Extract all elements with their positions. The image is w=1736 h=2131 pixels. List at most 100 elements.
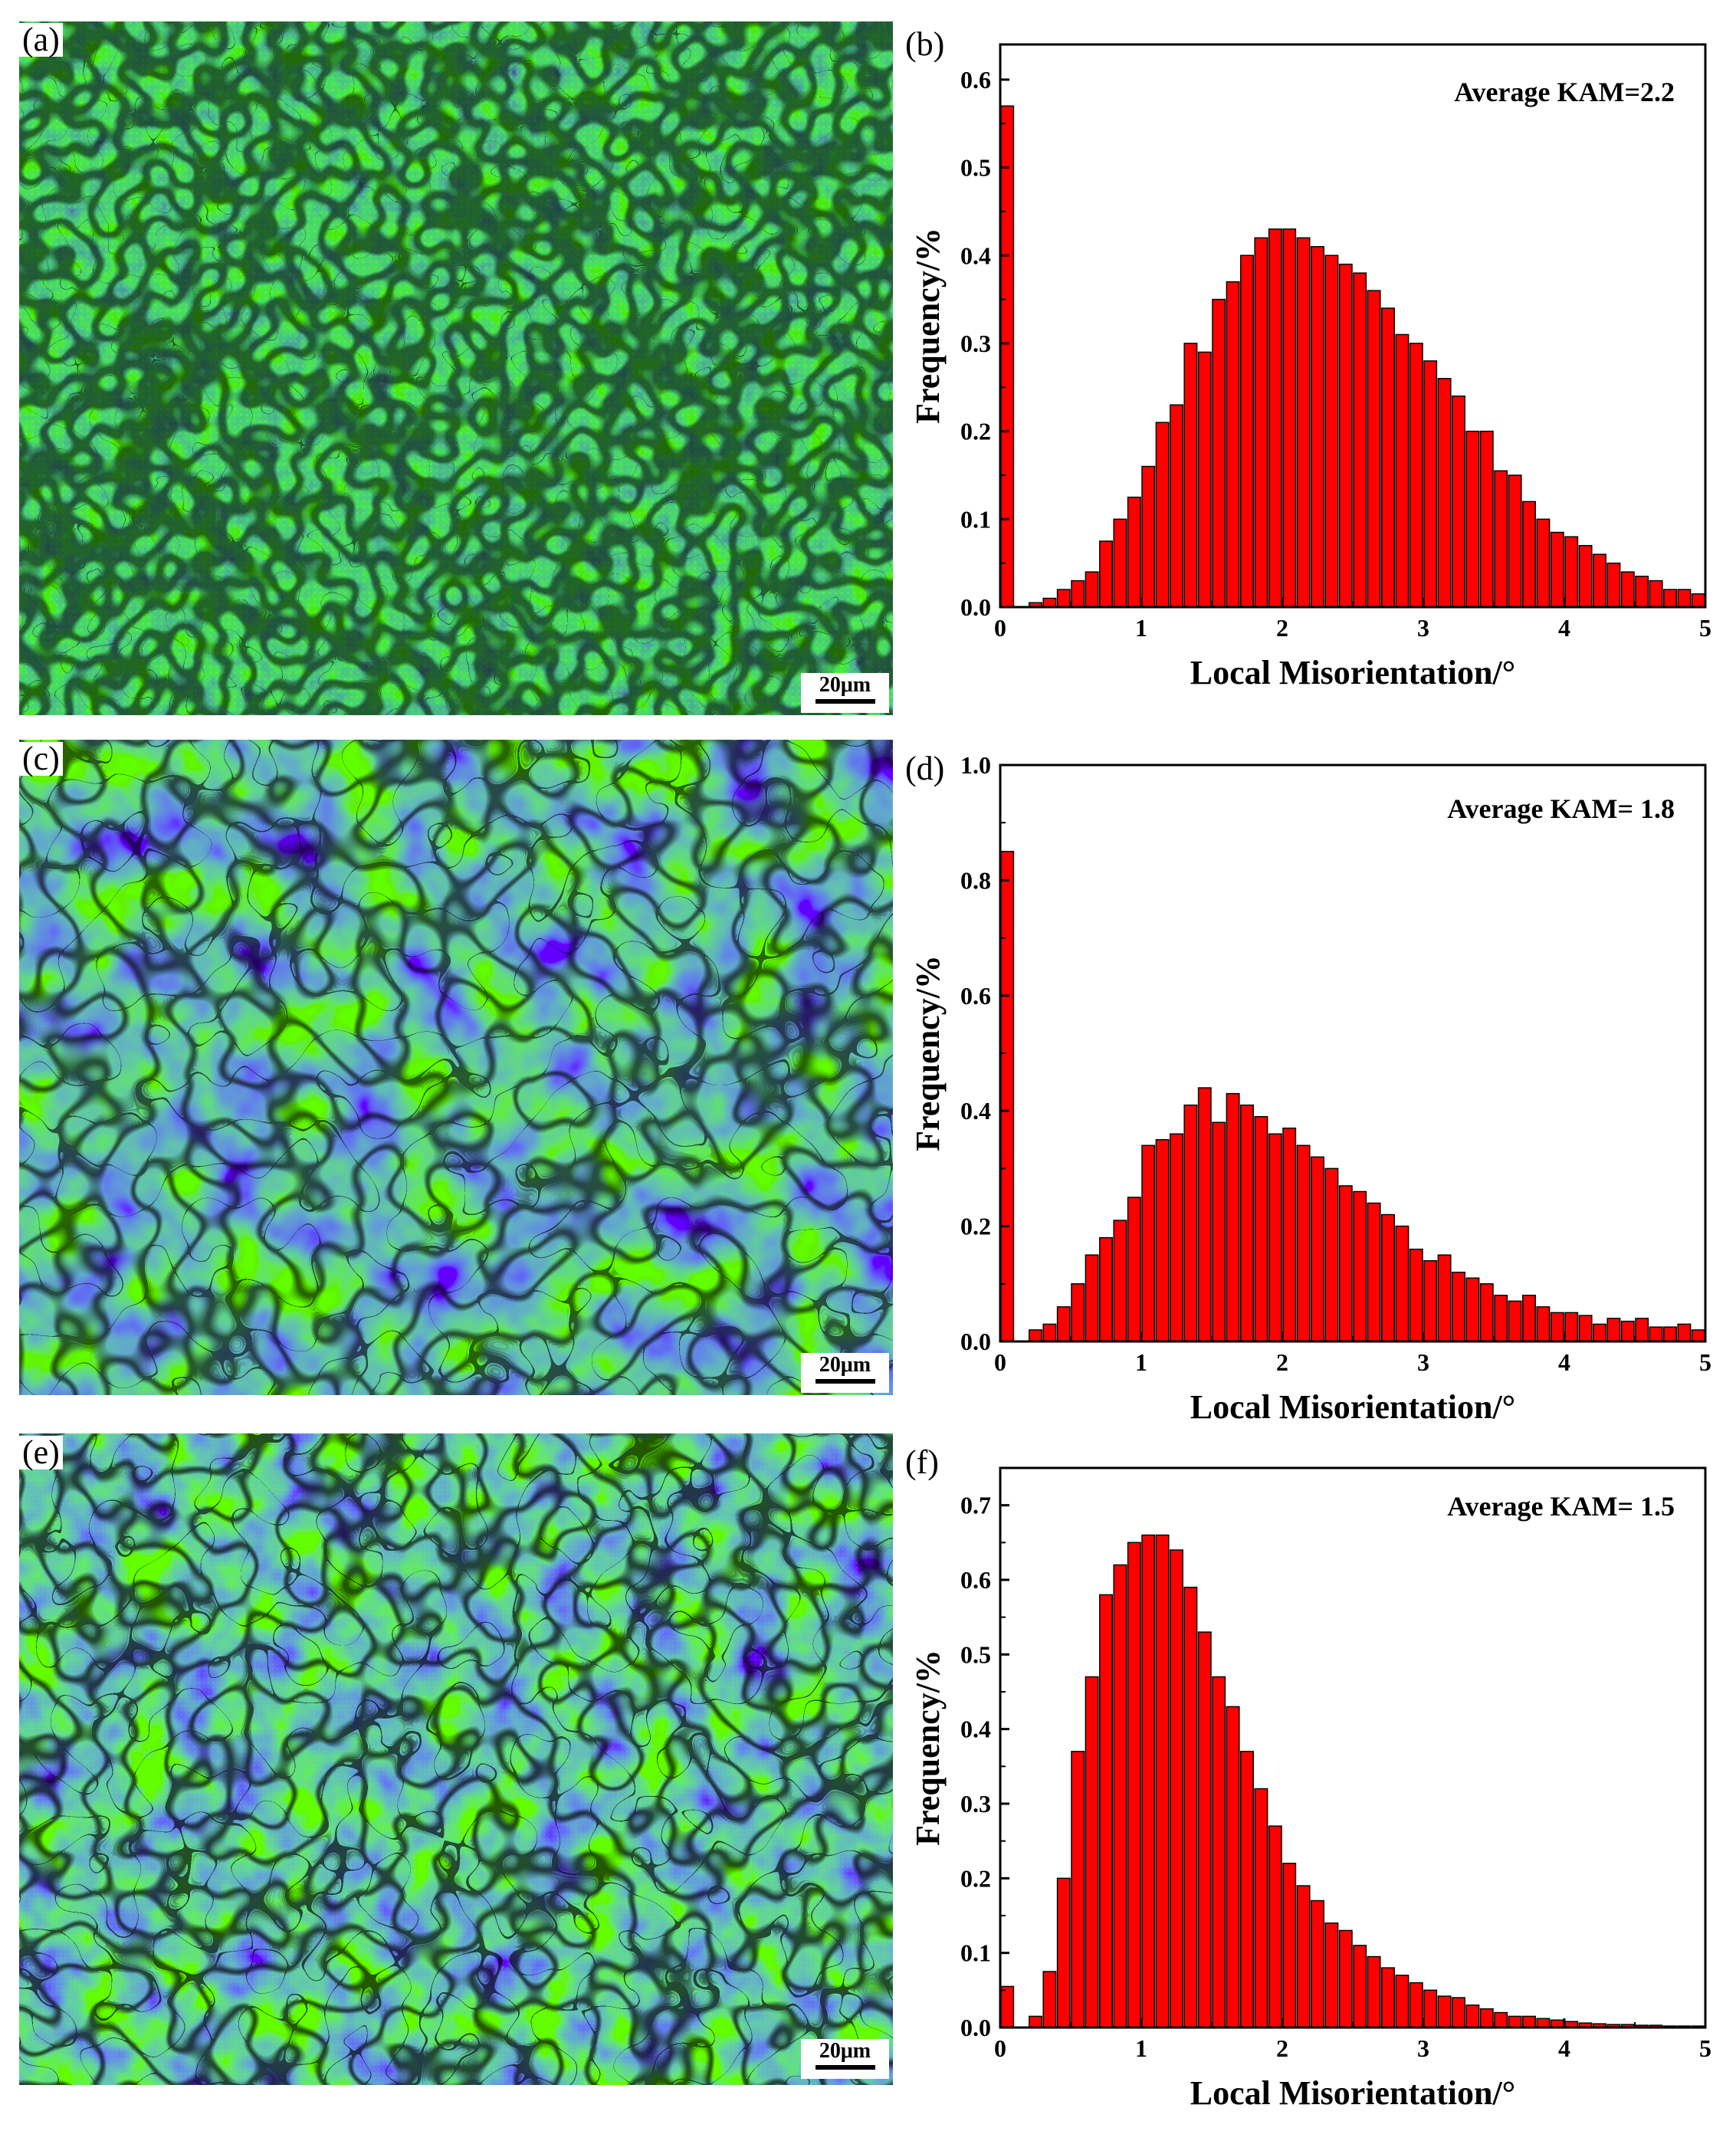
x-tick-label: 4 bbox=[1558, 1348, 1570, 1376]
x-tick-label: 3 bbox=[1417, 2034, 1429, 2062]
kam-map-c bbox=[19, 740, 893, 1395]
histogram-bar bbox=[1183, 1586, 1198, 2028]
histogram-bar bbox=[1367, 290, 1381, 608]
histogram-bar bbox=[1155, 1139, 1170, 1342]
histogram-bar bbox=[1296, 237, 1311, 608]
x-tick-label: 1 bbox=[1135, 1348, 1147, 1376]
histogram-bar bbox=[1465, 430, 1480, 608]
histogram-bar bbox=[1268, 1133, 1282, 1342]
histogram-bar bbox=[1071, 1283, 1085, 1342]
histogram-bar bbox=[1324, 254, 1339, 608]
histogram-bar bbox=[1536, 1306, 1551, 1342]
panel-label-f: (f) bbox=[905, 1443, 939, 1481]
y-tick-label: 0.0 bbox=[960, 2014, 991, 2041]
histogram-bar bbox=[1663, 1326, 1677, 1342]
histogram-bar bbox=[1691, 593, 1705, 608]
histogram-bar bbox=[1197, 1631, 1212, 2028]
scale-bar-line-c bbox=[815, 1379, 875, 1384]
histogram-bar bbox=[1212, 298, 1226, 608]
histogram-bar bbox=[1452, 1272, 1465, 1342]
histogram-bar bbox=[1127, 1542, 1141, 2028]
histogram-bar bbox=[1296, 1144, 1311, 1342]
x-tick-label: 3 bbox=[1417, 1348, 1429, 1376]
y-tick-label: 1.0 bbox=[960, 751, 991, 779]
histogram-bar bbox=[1423, 1989, 1438, 2028]
histogram-bar bbox=[1282, 228, 1297, 608]
histogram-bar bbox=[1578, 544, 1593, 608]
histogram-bar bbox=[1452, 396, 1465, 608]
x-tick-label: 0 bbox=[994, 1348, 1006, 1376]
histogram-bar bbox=[1564, 1312, 1579, 1342]
histogram-bar bbox=[1367, 1955, 1381, 2028]
histogram-bar bbox=[1099, 1236, 1113, 1342]
histogram-bar bbox=[1113, 518, 1127, 608]
histogram-bar bbox=[1395, 1225, 1409, 1342]
scale-bar-e: 20μm bbox=[801, 2039, 889, 2079]
histogram-bar bbox=[1338, 1185, 1353, 1342]
histogram-bar bbox=[1409, 1248, 1423, 1342]
chart-b: (b) 0 1 2 3 4 5 0.0 0.1 0.2 0.3 0.4 0.5 0.6 Average KA… bbox=[901, 23, 1728, 736]
x-tick-label: 1 bbox=[1135, 614, 1147, 642]
y-tick-label: 0.6 bbox=[960, 66, 991, 94]
y-tick-label: 0.3 bbox=[960, 330, 991, 357]
scale-bar-c: 20μm bbox=[801, 1353, 889, 1393]
histogram-bar bbox=[1606, 1318, 1621, 1342]
histogram-bar bbox=[1423, 1259, 1438, 1342]
x-axis-label: Local Misorientation/° bbox=[1190, 654, 1516, 691]
histogram-bar bbox=[1677, 589, 1692, 608]
chart-b-svg: (b) 0 1 2 3 4 5 0.0 0.1 0.2 0.3 0.4 0.5 0.6 Average KA… bbox=[905, 25, 1711, 691]
histogram-bar bbox=[1508, 474, 1522, 608]
histogram-bar bbox=[1141, 1144, 1156, 1342]
histogram-bar bbox=[1085, 1676, 1099, 2028]
histogram-bar bbox=[1141, 1534, 1156, 2028]
histogram-bar bbox=[1282, 1863, 1297, 2028]
histogram-bar bbox=[1141, 465, 1156, 608]
histogram-bar bbox=[1197, 1087, 1212, 1342]
panel-label-e: (e) bbox=[19, 1436, 63, 1469]
histogram-bar bbox=[1056, 589, 1071, 608]
histogram-bar bbox=[1212, 1121, 1226, 1342]
histogram-bar bbox=[1353, 1945, 1367, 2028]
y-tick-label: 0.3 bbox=[960, 1790, 991, 1817]
y-tick-label: 0.0 bbox=[960, 593, 991, 621]
y-axis-label: Frequency/% bbox=[909, 1650, 947, 1846]
histogram-bar bbox=[1620, 571, 1635, 608]
histogram-bar bbox=[1282, 1128, 1297, 1342]
chart-f-svg: (f) 0 1 2 3 4 5 0.0 0.1 0.2 0.3 0.4 0.5 0.6 0.7 Average… bbox=[905, 1443, 1711, 2112]
histogram-bar bbox=[1338, 1929, 1353, 2028]
histogram-bar bbox=[1494, 470, 1508, 608]
histogram-bar bbox=[1029, 1329, 1042, 1342]
histogram-bar bbox=[1071, 580, 1085, 608]
histogram-bar bbox=[1155, 422, 1170, 608]
histogram-bar bbox=[1113, 1220, 1127, 1342]
panel-label-d: (d) bbox=[905, 750, 944, 787]
histogram-bar bbox=[1226, 1706, 1240, 2028]
y-tick-label: 0.6 bbox=[960, 982, 991, 1010]
y-tick-label: 0.2 bbox=[960, 1213, 991, 1240]
histogram-bar bbox=[1663, 589, 1677, 608]
y-tick-label: 0.4 bbox=[960, 1097, 991, 1125]
histogram-bar bbox=[1550, 531, 1564, 608]
y-tick-label: 0.5 bbox=[960, 154, 991, 182]
y-tick-label: 0.7 bbox=[960, 1492, 991, 1519]
histogram-bar bbox=[1127, 1197, 1141, 1342]
histogram-bar bbox=[1620, 1320, 1635, 1342]
histogram-bar bbox=[1593, 1323, 1606, 1342]
kam-map-e bbox=[19, 1433, 893, 2085]
y-axis-label: Frequency/% bbox=[909, 228, 947, 424]
histogram-bar bbox=[1635, 576, 1649, 608]
panel-label-c: (c) bbox=[19, 742, 63, 776]
histogram-bar bbox=[1254, 1115, 1268, 1342]
histogram-bar bbox=[1522, 2015, 1536, 2028]
histogram-bar bbox=[1452, 1997, 1465, 2028]
histogram-bar bbox=[1395, 333, 1409, 608]
histogram-bar bbox=[1508, 1300, 1522, 1342]
x-tick-label: 3 bbox=[1417, 614, 1429, 642]
histogram-bar bbox=[1197, 351, 1212, 608]
histogram-bar bbox=[1311, 246, 1324, 608]
histogram-bar bbox=[1409, 1982, 1423, 2028]
scale-bar-line-a bbox=[815, 699, 875, 704]
histogram-bar bbox=[1593, 553, 1606, 608]
histogram-bar bbox=[1367, 1202, 1381, 1342]
x-axis-label: Local Misorientation/° bbox=[1190, 1388, 1516, 1426]
